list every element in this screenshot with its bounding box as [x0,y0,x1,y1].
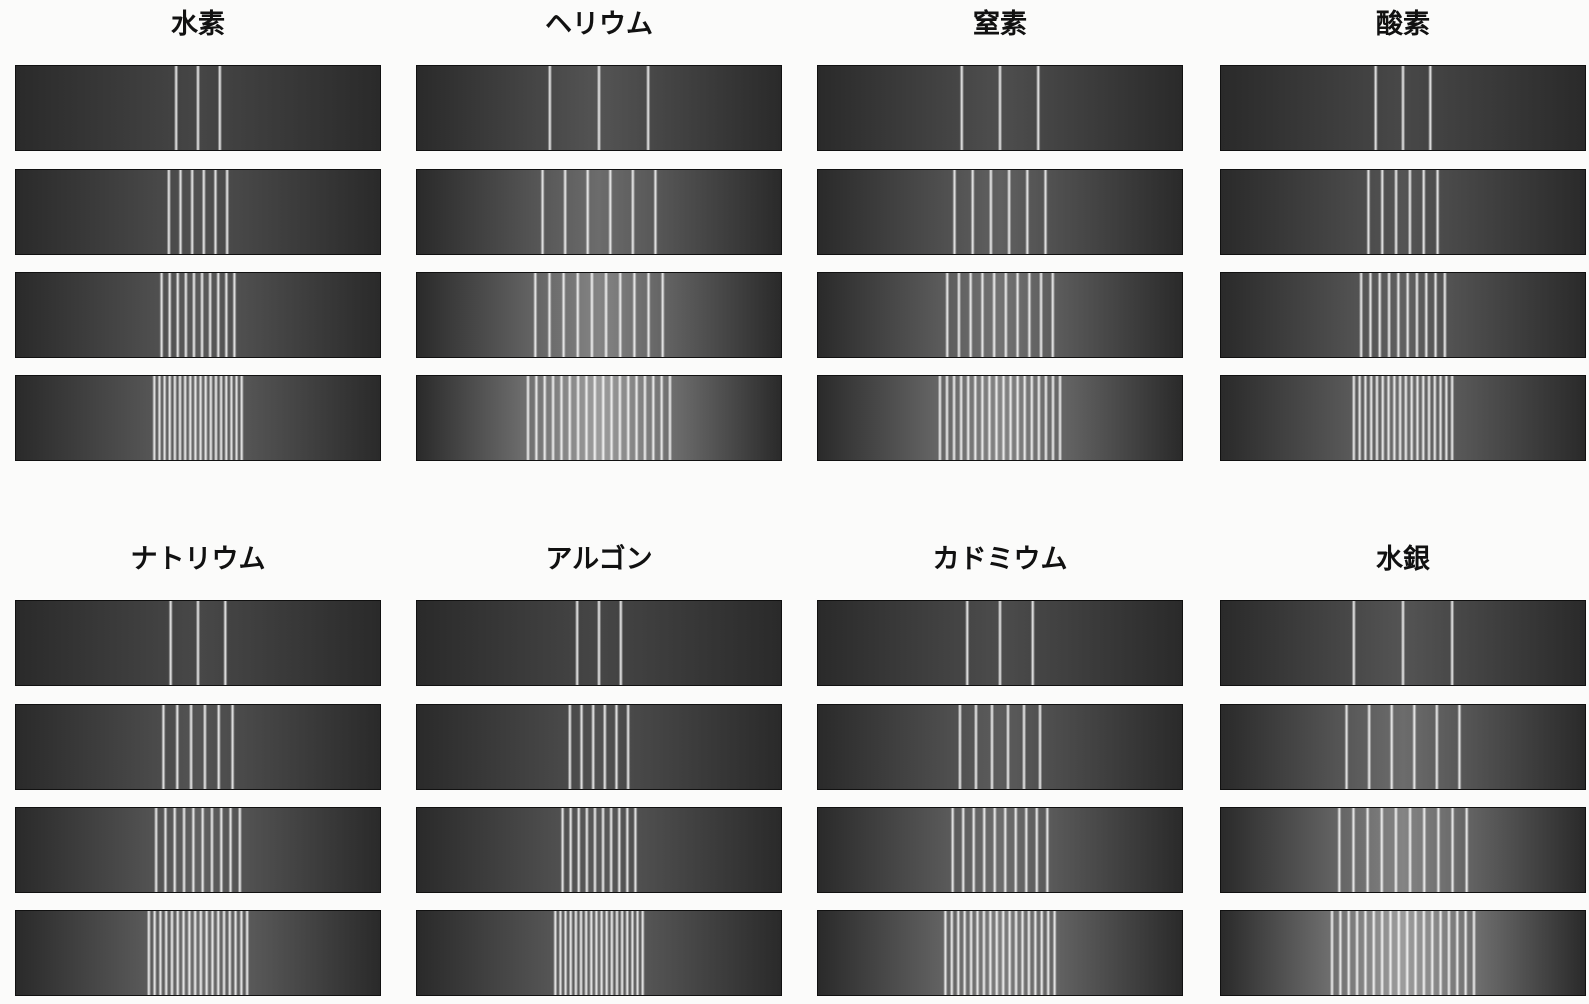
spectrum-strip [1220,169,1586,255]
spectrum-strip [416,704,782,790]
spectrum-strip [1220,807,1586,893]
spectrum-strip [1220,600,1586,686]
spectrum-strip [416,65,782,151]
spectrum-strip [416,375,782,461]
spectrum-strip [817,600,1183,686]
element-panel: 酸素 [1220,5,1586,45]
panel-title: 水素 [15,5,381,45]
spectrum-strip [817,169,1183,255]
panel-title: 窒素 [817,5,1183,45]
panel-title: 酸素 [1220,5,1586,45]
spectrum-strip [15,600,381,686]
spectrum-strip [15,272,381,358]
element-panel: 窒素 [817,5,1183,45]
spectrum-strip [1220,375,1586,461]
spectrum-strip [416,910,782,996]
spectrum-strip [15,65,381,151]
panel-title: 水銀 [1220,540,1586,580]
spectrum-strip [15,807,381,893]
spectrum-strip [817,375,1183,461]
spectrum-strip [15,704,381,790]
panel-title: アルゴン [416,540,782,580]
panel-title: カドミウム [817,540,1183,580]
page: 水素ヘリウム窒素酸素ナトリウムアルゴンカドミウム水銀 (() => { cons… [0,0,1589,1004]
element-panel: カドミウム [817,540,1183,580]
spectrum-strip [817,704,1183,790]
element-panel: 水素 [15,5,381,45]
spectrum-strip [1220,272,1586,358]
spectrum-strip [416,600,782,686]
spectrum-strip [416,272,782,358]
spectrum-strip [15,169,381,255]
spectrum-strip [1220,704,1586,790]
spectrum-strip [817,910,1183,996]
element-panel: ヘリウム [416,5,782,45]
element-panel: 水銀 [1220,540,1586,580]
spectrum-strip [416,169,782,255]
spectrum-strip [15,375,381,461]
spectrum-strip [1220,65,1586,151]
panel-title: ヘリウム [416,5,782,45]
panel-title: ナトリウム [15,540,381,580]
spectrum-strip [15,910,381,996]
element-panel: アルゴン [416,540,782,580]
spectrum-strip [1220,910,1586,996]
element-panel: ナトリウム [15,540,381,580]
spectrum-strip [416,807,782,893]
spectrum-strip [817,272,1183,358]
spectrum-strip [817,65,1183,151]
spectrum-strip [817,807,1183,893]
